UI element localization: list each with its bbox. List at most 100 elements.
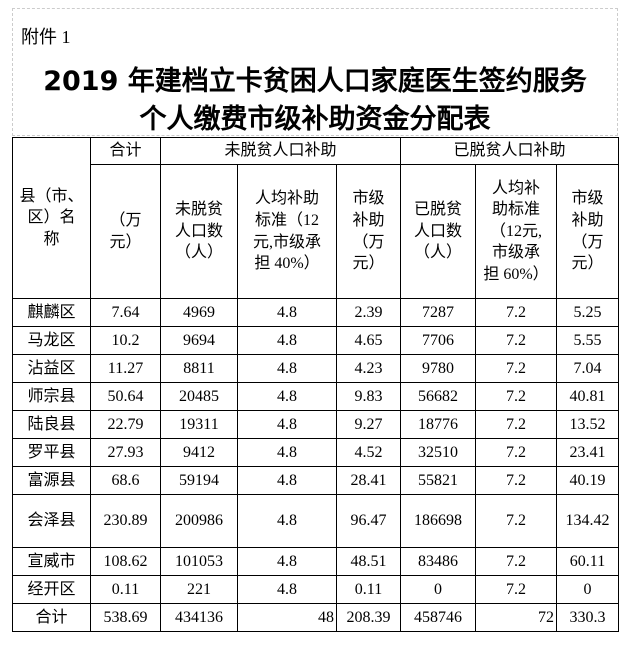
- cell-line: 助标准: [491, 201, 540, 219]
- table-cell: 23.41: [556, 438, 619, 467]
- table-cell: 7706: [400, 326, 476, 355]
- data-row: 沾益区 11.27 8811 4.8 4.23 9780 7.2 7.04: [12, 354, 619, 383]
- table-cell: 230.89: [90, 494, 161, 548]
- table-cell: 4.8: [237, 466, 337, 495]
- data-row: 罗平县 27.93 9412 4.8 4.52 32510 7.2 23.41: [12, 438, 619, 467]
- table-cell: 101053: [160, 547, 238, 576]
- table-cell: 7.2: [475, 382, 557, 411]
- cell-line: 人均补助: [254, 190, 319, 208]
- table-cell: 师宗县: [12, 382, 91, 411]
- table-cell: 56682: [400, 382, 476, 411]
- table-cell: 7.2: [475, 326, 557, 355]
- cell-line: 担 40%）: [254, 255, 320, 273]
- table-cell: 7287: [400, 298, 476, 327]
- table-cell: 72: [475, 603, 557, 632]
- cell-line: 担 60%）: [483, 265, 549, 283]
- table-cell: 7.04: [556, 354, 619, 383]
- data-row: 经开区 0.11 221 4.8 0.11 0 7.2 0: [12, 575, 619, 604]
- header-row: （万 元） 未脱贫 人口数 （人） 人均补助 标准（12 元,市级承担 40%） 市级 补助 （万元…: [13, 164, 619, 299]
- table-cell: 9.27: [336, 410, 401, 439]
- table-cell: 4.8: [237, 298, 337, 327]
- table-cell: 0.11: [90, 575, 161, 604]
- title-line: 2019 年建档立卡贫困人口家庭医生签约服务: [43, 66, 587, 97]
- table-cell: 沾益区: [12, 354, 91, 383]
- table-cell: 11.27: [90, 354, 161, 383]
- data-row: 陆良县 22.79 19311 4.8 9.27 18776 7.2 13.52: [12, 410, 619, 439]
- table-cell: 330.3: [556, 603, 619, 632]
- table-cell: 134.42: [556, 494, 619, 548]
- table-cell: 96.47: [336, 494, 401, 548]
- table-cell: 108.62: [90, 547, 161, 576]
- table-cell: 55821: [400, 466, 476, 495]
- table-cell: 陆良县: [12, 410, 91, 439]
- table-cell: 4.8: [237, 438, 337, 467]
- header-cell: 人均补助标准（12 元,市级承担 40%）: [237, 164, 337, 299]
- data-row: 马龙区 10.2 9694 4.8 4.65 7706 7.2 5.55: [12, 326, 619, 355]
- table-cell: 221: [160, 575, 238, 604]
- table-cell: 0: [556, 575, 619, 604]
- table-cell: 4.8: [237, 575, 337, 604]
- cell-line: 市级: [352, 190, 385, 208]
- table-cell: 罗平县: [12, 438, 91, 467]
- table-cell: 经开区: [12, 575, 91, 604]
- cell-line: 元）: [571, 255, 604, 273]
- data-row: 合计 538.69 434136 48 208.39 458746 72 330.3: [12, 603, 619, 632]
- header-cell: （万元）: [90, 164, 161, 299]
- table-cell: 68.6: [90, 466, 161, 495]
- table-cell: 0.11: [336, 575, 401, 604]
- cell-line: （万: [571, 233, 604, 251]
- table-cell: 40.81: [556, 382, 619, 411]
- cell-line: 县（市、: [19, 187, 84, 205]
- header: 附件 1 2019 年建档立卡贫困人口家庭医生签约服务 个人缴费市级补助资金分配…: [12, 8, 618, 136]
- table-cell: 4.8: [237, 494, 337, 548]
- group-header: 未脱贫人口补助: [160, 137, 401, 165]
- table-cell: 19311: [160, 410, 238, 439]
- cell-line: （万: [109, 211, 142, 229]
- table-cell: 7.2: [475, 494, 557, 548]
- table-cell: 7.2: [475, 466, 557, 495]
- table-cell: 9.83: [336, 382, 401, 411]
- cell-line: 市级: [571, 190, 604, 208]
- header-cell: 已脱贫 人口数 （人）: [400, 164, 476, 299]
- table-cell: 208.39: [336, 603, 401, 632]
- cell-line: 元,市级承: [252, 233, 321, 251]
- cell-line: 区）名: [27, 209, 76, 227]
- table-cell: 200986: [160, 494, 238, 548]
- cell-line: 人均补: [491, 179, 540, 197]
- header-cell: 人均补 助标准 （12元, 市级承担 60%）: [475, 164, 557, 299]
- table-cell: 7.2: [475, 438, 557, 467]
- table-cell: 434136: [160, 603, 238, 632]
- header-cell: 未脱贫 人口数 （人）: [160, 164, 238, 299]
- cell-line: （人）: [174, 244, 223, 262]
- cell-line: 元）: [109, 233, 142, 251]
- table-cell: 4.8: [237, 410, 337, 439]
- attachment-label: 附件 1: [21, 27, 71, 47]
- cell-line: （12元,: [489, 222, 542, 240]
- table-cell: 4969: [160, 298, 238, 327]
- cell-line: 标准（12: [254, 211, 319, 229]
- table-cell: 0: [400, 575, 476, 604]
- table-cell: 27.93: [90, 438, 161, 467]
- table-cell: 22.79: [90, 410, 161, 439]
- table-cell: 9412: [160, 438, 238, 467]
- table-cell: 20485: [160, 382, 238, 411]
- table-cell: 59194: [160, 466, 238, 495]
- cell-line: （万: [352, 233, 385, 251]
- cell-line: 人口数: [413, 222, 462, 240]
- table-cell: 9780: [400, 354, 476, 383]
- table-cell: 60.11: [556, 547, 619, 576]
- table-cell: 4.23: [336, 354, 401, 383]
- table-cell: 7.2: [475, 547, 557, 576]
- cell-line: 未脱贫: [174, 201, 223, 219]
- table-cell: 13.52: [556, 410, 619, 439]
- table-cell: 5.55: [556, 326, 619, 355]
- allocation-table: 县（市、 区）名称合计 未脱贫人口补助 已脱贫人口补助 （万 元） 未脱贫 人口数 （人） 人均补…: [12, 137, 619, 632]
- table-cell: 40.19: [556, 466, 619, 495]
- header-cell: 县（市、 区）名称: [12, 137, 91, 299]
- group-header: 已脱贫人口补助: [400, 137, 619, 165]
- table-cell: 186698: [400, 494, 476, 548]
- table-cell: 4.8: [237, 547, 337, 576]
- table-cell: 4.8: [237, 382, 337, 411]
- table-cell: 83486: [400, 547, 476, 576]
